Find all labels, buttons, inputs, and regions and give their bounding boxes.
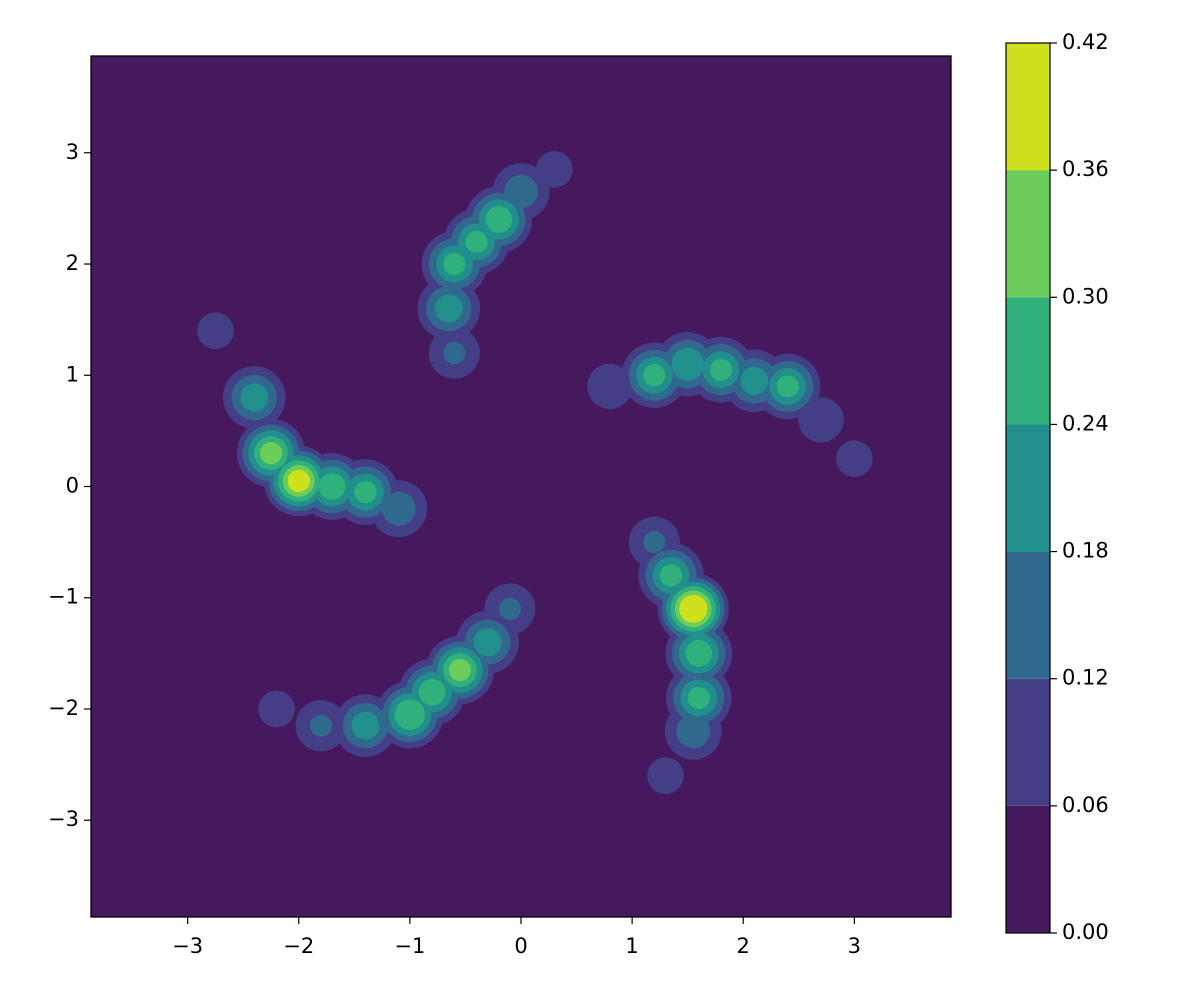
density-spot: [587, 363, 633, 410]
x-tick-label: 0: [514, 934, 527, 958]
colorbar-tick-label: 0.42: [1062, 30, 1109, 54]
y-tick-label: 3: [66, 140, 79, 164]
colorbar-band: [1006, 170, 1050, 298]
x-tick-label: 3: [848, 934, 861, 958]
density-spot: [485, 206, 513, 233]
density-spot: [381, 491, 416, 526]
y-tick-label: 0: [66, 474, 79, 498]
density-spot: [836, 440, 873, 478]
colorbar-tick-label: 0.06: [1062, 793, 1109, 817]
density-spot: [740, 366, 769, 395]
colorbar-band: [1006, 678, 1050, 806]
density-spot: [687, 686, 710, 709]
density-spot: [443, 341, 466, 365]
density-spot: [671, 347, 705, 381]
density-spot: [418, 678, 446, 706]
density-spot: [287, 469, 310, 493]
density-spot: [351, 711, 380, 740]
density-spot: [448, 658, 471, 682]
density-spot: [709, 358, 733, 381]
density-spot: [643, 364, 666, 387]
plot-area: [91, 56, 951, 917]
density-spot: [394, 699, 426, 730]
density-spot: [776, 375, 799, 398]
density-spot: [197, 312, 234, 350]
colorbar-tick-label: 0.36: [1062, 157, 1109, 181]
density-spot: [498, 597, 521, 620]
axes: −3 −2 −1 0 1 2 3 −3 −2 −1 0 1 2 3: [48, 140, 861, 958]
y-tick-label: −1: [48, 585, 79, 609]
x-tick-label: −3: [172, 934, 203, 958]
density-spot: [536, 151, 573, 188]
x-tick-label: −1: [394, 934, 425, 958]
x-tick-label: −2: [283, 934, 314, 958]
y-tick-label: −2: [48, 696, 79, 720]
density-spot: [318, 473, 346, 500]
density-spot: [259, 442, 283, 465]
density-spot: [309, 714, 333, 737]
colorbar-tick-label: 0.18: [1062, 539, 1109, 563]
density-spot: [659, 564, 683, 587]
density-spot: [434, 294, 463, 323]
colorbar-band: [1006, 805, 1050, 933]
x-tick-label: 2: [737, 934, 750, 958]
density-spot: [354, 480, 377, 504]
density-spot: [240, 383, 269, 412]
density-spot: [443, 252, 466, 276]
colorbar: 0.00 0.06 0.12 0.18 0.24 0.30 0.36 0.42: [1005, 30, 1109, 944]
density-spot: [643, 531, 666, 554]
y-tick-label: 1: [66, 362, 79, 386]
density-spot: [258, 690, 295, 728]
density-spot: [647, 757, 684, 795]
y-tick-label: 2: [66, 251, 79, 275]
y-tick-label: −3: [48, 807, 79, 831]
colorbar-tick-label: 0.00: [1062, 920, 1109, 944]
density-spot: [679, 594, 708, 623]
density-spot: [473, 628, 502, 657]
colorbar-tick-label: 0.30: [1062, 284, 1109, 308]
colorbar-frame: [1005, 42, 1051, 934]
density-spot: [465, 230, 488, 253]
density-spot: [798, 397, 844, 443]
density-spot: [676, 714, 711, 749]
colorbar-band: [1006, 424, 1050, 552]
density-spot: [685, 640, 713, 667]
x-tick-label: 1: [625, 934, 638, 958]
colorbar-band: [1006, 297, 1050, 425]
colorbar-band: [1006, 551, 1050, 679]
colorbar-band: [1006, 43, 1050, 171]
colorbar-tick-label: 0.24: [1062, 411, 1109, 435]
colorbar-tick-label: 0.12: [1062, 666, 1109, 690]
density-spot: [504, 174, 538, 209]
